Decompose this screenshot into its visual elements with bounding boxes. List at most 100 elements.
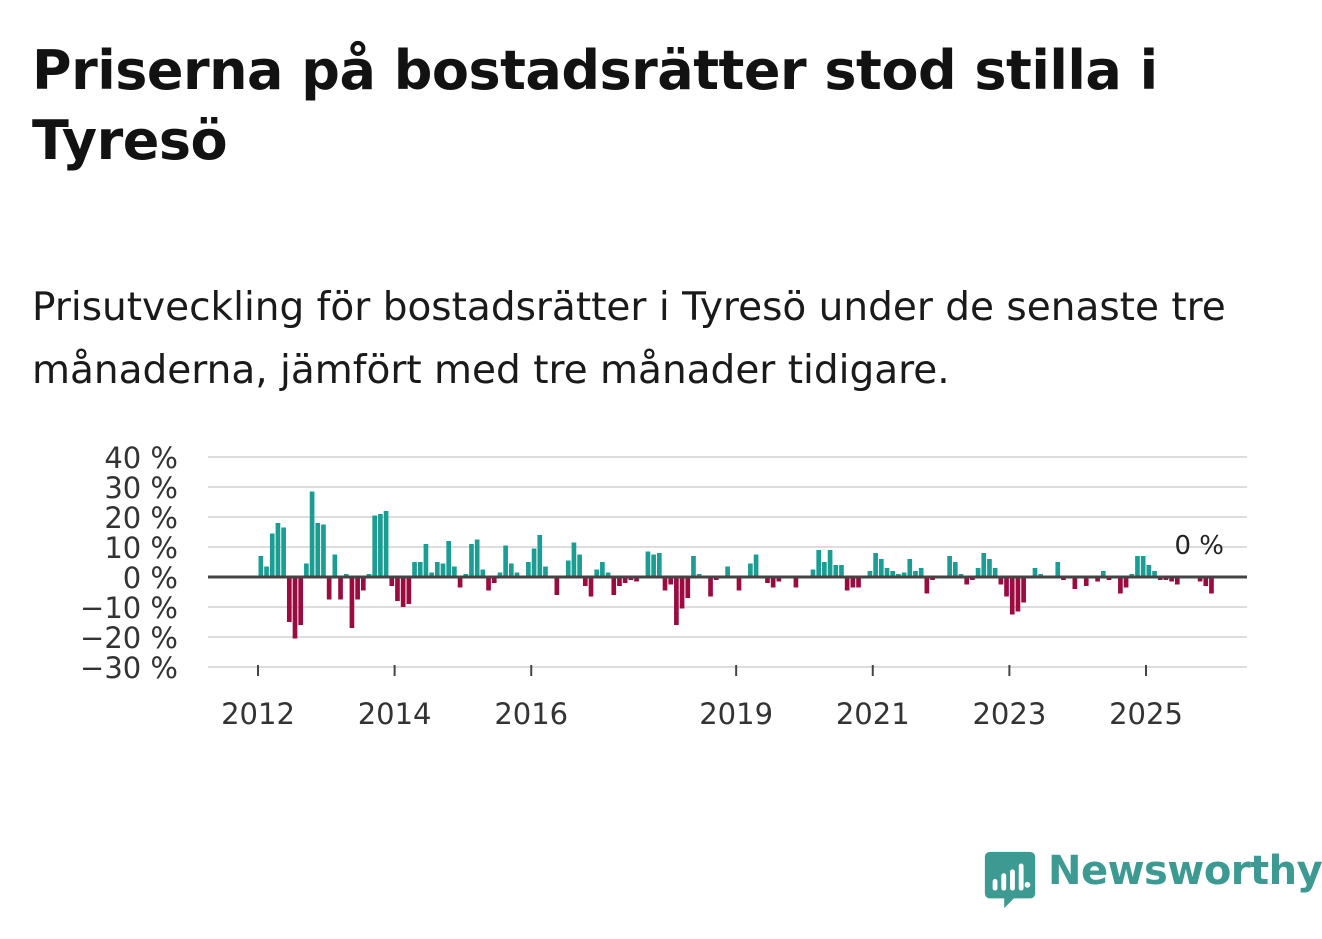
x-tick-label: 2016 <box>494 697 568 731</box>
annotations: 0 % <box>1174 531 1224 561</box>
bar <box>372 515 378 577</box>
bar <box>577 554 582 577</box>
bar <box>1100 571 1106 577</box>
bar <box>674 577 679 625</box>
x-tick-label: 2025 <box>1109 697 1183 731</box>
bar <box>1004 577 1009 597</box>
bar <box>321 524 326 577</box>
bar <box>389 577 395 586</box>
bar-chart: 40 %30 %20 %10 %0 %−10 %−20 %−30 % 2012 2… <box>80 441 1247 731</box>
bar <box>543 566 548 577</box>
bar <box>924 577 930 594</box>
bar <box>611 577 617 595</box>
bar <box>850 577 856 588</box>
bar <box>651 554 656 577</box>
bar <box>1055 562 1061 577</box>
y-tick-label: 10 % <box>104 531 178 565</box>
bar <box>480 569 486 577</box>
bar <box>617 577 622 586</box>
x-tick-label: 2014 <box>358 697 432 731</box>
bar <box>503 545 508 577</box>
bar <box>987 559 992 577</box>
bar <box>429 572 434 577</box>
bar <box>1174 577 1180 585</box>
bar <box>269 533 275 577</box>
bar <box>770 577 776 588</box>
x-tick-label: 2012 <box>221 697 295 731</box>
bar <box>952 562 958 577</box>
bar <box>816 550 822 577</box>
bar <box>827 550 833 577</box>
bar <box>1197 577 1203 582</box>
bar <box>725 566 730 577</box>
bar <box>508 563 514 577</box>
bar <box>514 572 520 577</box>
bar <box>833 565 839 577</box>
y-tick-label: −10 % <box>80 591 178 625</box>
bar <box>292 577 298 639</box>
bar <box>1140 556 1146 577</box>
bar <box>286 577 292 622</box>
bar <box>440 563 446 577</box>
bar <box>571 542 577 577</box>
bar <box>981 553 987 577</box>
bar <box>417 562 423 577</box>
bar <box>565 560 571 577</box>
bar <box>998 577 1004 585</box>
bar <box>526 562 531 577</box>
bar <box>412 562 417 577</box>
bar <box>258 556 264 577</box>
bar <box>822 562 827 577</box>
bar <box>708 577 713 597</box>
bar <box>634 577 639 582</box>
x-axis: 2012 2014 2016 2019 2021 2023 2025 <box>221 665 1183 731</box>
bar <box>1083 577 1089 586</box>
x-tick-label: 2021 <box>836 697 910 731</box>
bar <box>275 523 281 577</box>
bar <box>395 577 400 601</box>
bar <box>947 556 952 577</box>
bar <box>326 577 332 600</box>
bar <box>537 535 543 577</box>
bar <box>588 577 594 597</box>
bar <box>793 577 799 588</box>
bar <box>554 577 560 595</box>
bar <box>844 577 850 591</box>
bar <box>913 571 918 577</box>
bar <box>298 577 304 625</box>
bar <box>1009 577 1015 615</box>
bar <box>594 569 600 577</box>
bar <box>281 527 286 577</box>
bar <box>679 577 685 609</box>
brand-name: Newsworthy <box>1048 848 1322 894</box>
bar <box>736 577 742 591</box>
bar <box>856 577 861 588</box>
bar <box>1095 577 1100 582</box>
bar <box>656 553 662 577</box>
bar <box>839 565 844 577</box>
bar <box>810 569 816 577</box>
bar <box>360 577 366 591</box>
bar <box>878 559 884 577</box>
bar <box>434 562 440 577</box>
bar <box>264 566 269 577</box>
bar <box>748 563 753 577</box>
bar <box>582 577 588 586</box>
x-tick-label: 2019 <box>699 697 773 731</box>
x-tick-label: 2023 <box>972 697 1046 731</box>
bar <box>355 577 360 600</box>
bar <box>1032 568 1038 577</box>
bar <box>918 568 924 577</box>
bar <box>491 577 497 583</box>
bar <box>1169 577 1174 582</box>
bar <box>400 577 406 607</box>
bar <box>315 523 321 577</box>
bar <box>423 544 429 577</box>
bar <box>1146 565 1152 577</box>
bar <box>1123 577 1129 588</box>
last-value-label: 0 % <box>1174 531 1224 561</box>
bar <box>776 577 782 582</box>
y-tick-label: 20 % <box>104 501 178 535</box>
bar <box>867 571 873 577</box>
y-tick-label: −20 % <box>80 621 178 655</box>
